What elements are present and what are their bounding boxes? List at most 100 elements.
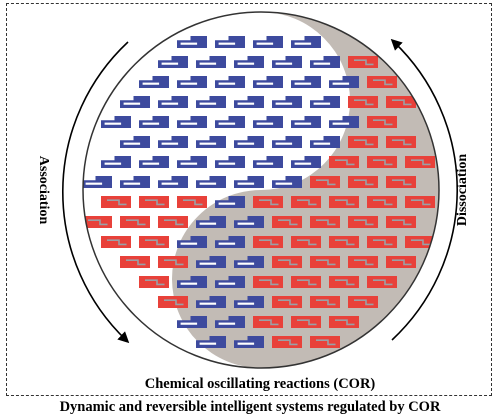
red-block [405, 156, 435, 168]
red-block [367, 276, 397, 288]
red-block [310, 176, 340, 188]
blue-block [310, 56, 340, 68]
association-arrow [61, 41, 130, 344]
red-block [120, 216, 150, 228]
red-block [386, 256, 416, 268]
blue-block [253, 76, 283, 88]
blue-block [177, 36, 207, 48]
blue-block [196, 256, 226, 268]
red-block [329, 196, 359, 208]
red-block [253, 316, 283, 328]
blue-block [329, 76, 359, 88]
blue-block [272, 136, 302, 148]
blue-block [120, 136, 150, 148]
red-block [310, 336, 340, 348]
blue-block [196, 216, 226, 228]
red-block [310, 296, 340, 308]
blue-block [196, 336, 226, 348]
red-block [139, 196, 169, 208]
figure-caption: Dynamic and reversible intelligent syste… [59, 399, 441, 415]
blue-block [120, 176, 150, 188]
red-block [158, 216, 188, 228]
red-block [348, 176, 378, 188]
block-field [83, 36, 435, 348]
blue-block [196, 176, 226, 188]
blue-block [215, 236, 245, 248]
red-block [272, 296, 302, 308]
blue-block [177, 116, 207, 128]
red-block [253, 236, 283, 248]
red-block [367, 156, 397, 168]
red-block [158, 296, 188, 308]
dashed-frame [6, 3, 492, 396]
blue-block [139, 116, 169, 128]
red-block [291, 316, 321, 328]
blue-block [158, 136, 188, 148]
red-block [139, 276, 169, 288]
red-block [291, 196, 321, 208]
red-block [101, 196, 131, 208]
blue-block [234, 256, 264, 268]
blue-block [215, 316, 245, 328]
red-block [83, 216, 112, 228]
red-block [348, 96, 378, 108]
blue-block [158, 96, 188, 108]
blue-block [196, 296, 226, 308]
blue-block [272, 96, 302, 108]
blue-block [253, 36, 283, 48]
blue-block [234, 296, 264, 308]
red-block [367, 116, 397, 128]
red-block [310, 256, 340, 268]
red-block [329, 276, 359, 288]
blue-block [177, 156, 207, 168]
red-block [253, 276, 283, 288]
blue-block [196, 136, 226, 148]
blue-block [120, 96, 150, 108]
blue-block [139, 76, 169, 88]
red-block [367, 76, 397, 88]
red-block [272, 256, 302, 268]
red-block [348, 136, 378, 148]
red-block [291, 236, 321, 248]
blue-block [215, 276, 245, 288]
blue-block [291, 76, 321, 88]
blue-block [101, 156, 131, 168]
red-block [291, 276, 321, 288]
blue-block [215, 196, 245, 208]
blue-block [158, 176, 188, 188]
cor-label: Chemical oscillating reactions (COR) [145, 376, 376, 392]
red-block [272, 216, 302, 228]
red-block [310, 216, 340, 228]
blue-block [291, 36, 321, 48]
dissociation-label: Dissociation [455, 154, 470, 227]
blue-block [177, 236, 207, 248]
red-block [348, 56, 378, 68]
red-block [329, 236, 359, 248]
blue-block [234, 176, 264, 188]
blue-block [253, 156, 283, 168]
red-block [386, 176, 416, 188]
red-block [139, 236, 169, 248]
blue-block [196, 96, 226, 108]
blue-block [234, 216, 264, 228]
blue-block [101, 116, 131, 128]
blue-block [310, 96, 340, 108]
blue-block [215, 156, 245, 168]
blue-block [310, 136, 340, 148]
red-block [367, 236, 397, 248]
red-block [348, 296, 378, 308]
association-label: Association [36, 156, 51, 225]
dissociation-arrow [390, 38, 459, 341]
red-block [405, 236, 435, 248]
blue-block [177, 316, 207, 328]
red-block [101, 236, 131, 248]
blue-block [272, 176, 302, 188]
blue-block [253, 116, 283, 128]
blue-block [234, 336, 264, 348]
red-block [329, 316, 359, 328]
red-block [405, 196, 435, 208]
blue-block [215, 76, 245, 88]
blue-block [215, 36, 245, 48]
blue-block [158, 56, 188, 68]
circle-outline [82, 11, 440, 369]
